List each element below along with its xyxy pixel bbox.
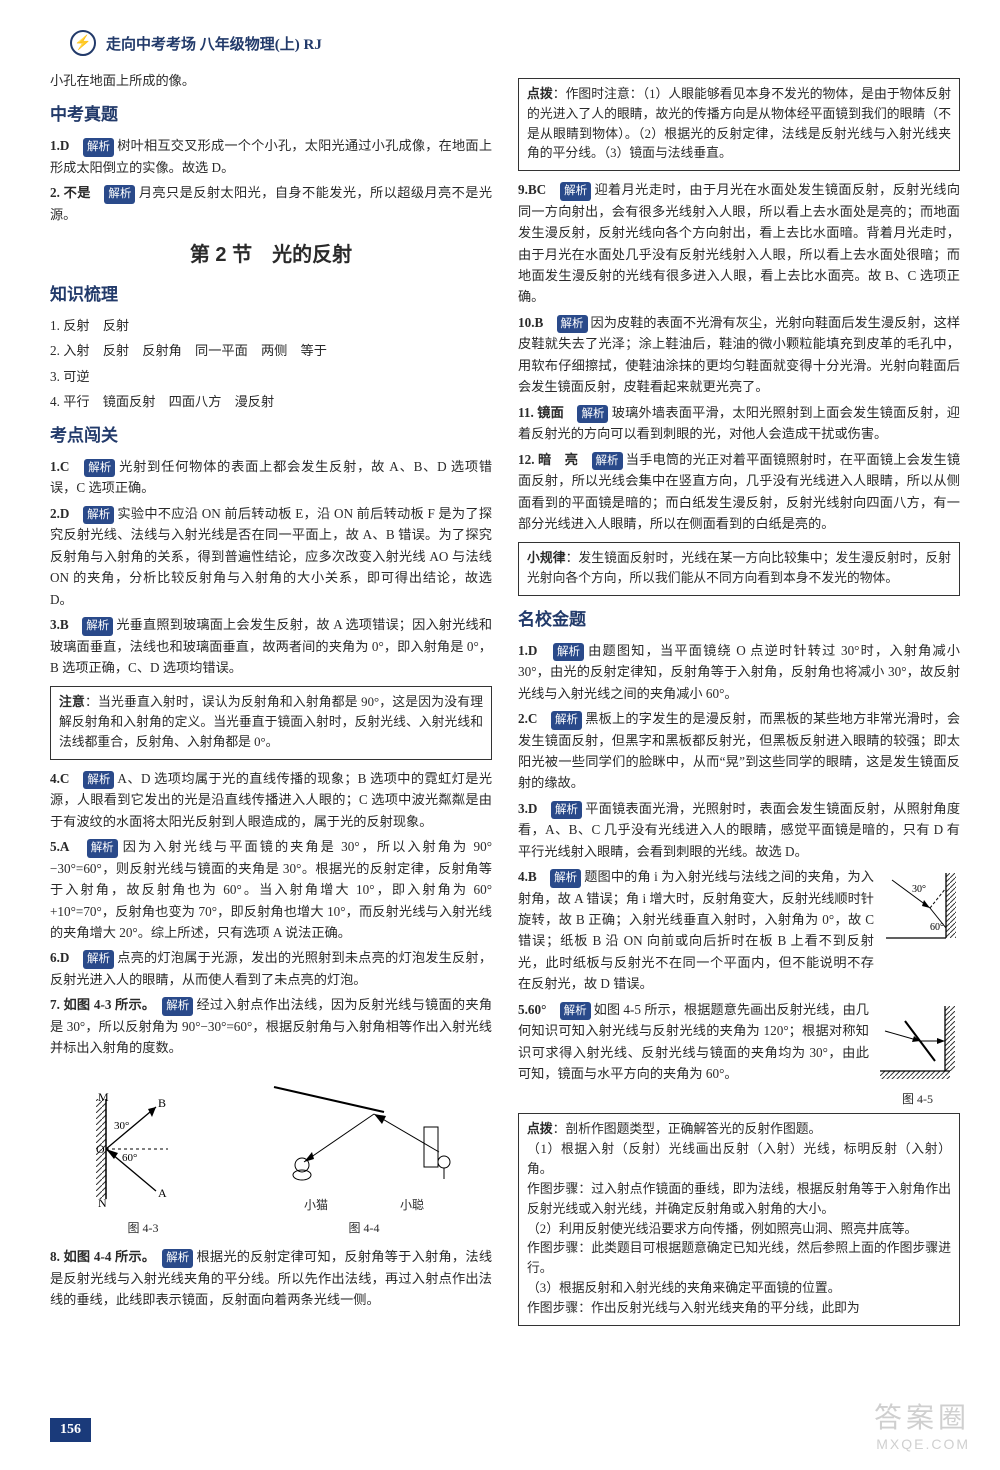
kd-5: 5.A 解析因为入射光线与平面镜的夹角是 30°，所以入射角为 90°−30°=… [50, 836, 492, 943]
zs-3: 3. 可逆 [50, 366, 492, 387]
g-5: 图 4-5 5.60° 解析如图 4-5 所示，根据题意先画出反射光线，由几何知… [518, 999, 960, 1085]
callout-note: 注意：当光垂直入射时，误认为反射角和入射角都是 90°，这是因为没有理解反射角和… [50, 686, 492, 759]
right-column: 点拨：作图时注意：（1）人眼能够看见本身不发光的物体，是由于物体反射的光进入了人… [518, 70, 960, 1334]
kd-7: 7. 如图 4-3 所示。 解析经过入射点作出法线，因为反射光线与镜面的夹角是 … [50, 994, 492, 1058]
svg-text:M: M [98, 1090, 109, 1104]
svg-text:30°: 30° [912, 884, 926, 895]
zs-2: 2. 入射 反射 反射角 同一平面 两侧 等于 [50, 340, 492, 361]
callout-label: 注意 [59, 695, 85, 709]
item-1: 1.D 解析树叶相互交叉形成一个个小孔，太阳光通过小孔成像，在地面上形成太阳倒立… [50, 135, 492, 178]
callout-tip-bottom: 点拨：剖析作图题类型，正确解答光的反射作图题。 （1）根据入射（反射）光线画出反… [518, 1113, 960, 1325]
svg-text:60°: 60° [930, 922, 944, 933]
callout-rule: 小规律：发生镜面反射时，光线在某一方向比较集中；发生漫反射时，反射光射向各个方向… [518, 542, 960, 596]
kd-3: 3.B 解析光垂直照到玻璃面上会发生反射，故 A 选项错误；因入射光线和玻璃面垂… [50, 614, 492, 678]
section-zhongkao: 中考真题 [50, 101, 492, 129]
zs-4: 4. 平行 镜面反射 四面八方 漫反射 [50, 391, 492, 412]
r-9: 9.BC 解析迎着月光走时，由于月光在水面处发生镜面反射，反射光线向同一方向射出… [518, 179, 960, 308]
kd-4: 4.C 解析A、D 选项均属于光的直线传播的现象；B 选项中的霓虹灯是光源，人眼… [50, 768, 492, 832]
watermark-en: MXQE.COM [874, 1436, 970, 1452]
figure-4-3: M N O B A 30° 60° 图 4-3 [78, 1089, 208, 1238]
figure-row-1: M N O B A 30° 60° 图 4-3 [50, 1067, 492, 1238]
r-11: 11. 镜面 解析玻璃外墙表面平滑，太阳光照射到上面会发生镜面反射，迎着反射光的… [518, 402, 960, 445]
item-2: 2. 不是 解析月亮只是反射太阳光，自身不能发光，所以超级月亮不是光源。 [50, 182, 492, 225]
g-3: 3.D 解析平面镜表面光滑，光照射时，表面会发生镜面反射，从照射角度看，A、B、… [518, 798, 960, 862]
callout-tip-top: 点拨：作图时注意：（1）人眼能够看见本身不发光的物体，是由于物体反射的光进入了人… [518, 78, 960, 171]
figure-4-4: 小猫 小聪 图 4-4 [264, 1067, 464, 1238]
kd-2: 2.D 解析实验中不应沿 ON 前后转动板 E，沿 ON 前后转动板 F 是为了… [50, 503, 492, 610]
svg-text:60°: 60° [122, 1152, 137, 1164]
g-1: 1.D 解析由题图知，当平面镜绕 O 点逆时针转过 30°时，入射角减小 30°… [518, 640, 960, 704]
inline-diagram-small: 30° 60° [880, 868, 960, 949]
watermark-cn: 答案圈 [874, 1396, 970, 1436]
r-12: 12. 暗 亮 解析当手电筒的光正对着平面镜照射时，在平面镜上会发生镜面反射，所… [518, 449, 960, 535]
section-zhishi: 知识梳理 [50, 281, 492, 309]
section-mingxiao: 名校金题 [518, 606, 960, 634]
svg-text:A: A [158, 1186, 167, 1200]
g-2: 2.C 解析黑板上的字发生的是漫反射，而黑板的某些地方非常光滑时，会发生镜面反射… [518, 708, 960, 794]
left-column: 小孔在地面上所成的像。 中考真题 1.D 解析树叶相互交叉形成一个个小孔，太阳光… [50, 70, 492, 1334]
section-kaodian: 考点闯关 [50, 422, 492, 450]
svg-text:N: N [98, 1196, 107, 1209]
svg-text:O: O [96, 1142, 105, 1156]
zs-1: 1. 反射 反射 [50, 315, 492, 336]
r-10: 10.B 解析因为皮鞋的表面不光滑有灰尘，光射向鞋面后发生漫反射，这样皮鞋就失去… [518, 312, 960, 398]
svg-text:B: B [158, 1096, 166, 1110]
watermark: 答案圈 MXQE.COM [874, 1396, 970, 1452]
kd-8: 8. 如图 4-4 所示。 解析根据光的反射定律可知，反射角等于入射角，法线是反… [50, 1246, 492, 1310]
kd-1: 1.C 解析光射到任何物体的表面上都会发生反射，故 A、B、D 选项错误，C 选… [50, 456, 492, 499]
svg-text:30°: 30° [114, 1120, 129, 1132]
page-number: 156 [50, 1418, 91, 1442]
intro-line: 小孔在地面上所成的像。 [50, 70, 492, 91]
figure-4-5: 图 4-5 [875, 1001, 960, 1110]
g-4: 30° 60° 4.B 解析题图中的角 i 为入射光线与法线之间的夹角，为入射角… [518, 866, 960, 995]
kd-6: 6.D 解析点亮的灯泡属于光源，发出的光照射到未点亮的灯泡发生反射，反射光进入人… [50, 947, 492, 990]
chapter-title: 第 2 节 光的反射 [50, 239, 492, 271]
